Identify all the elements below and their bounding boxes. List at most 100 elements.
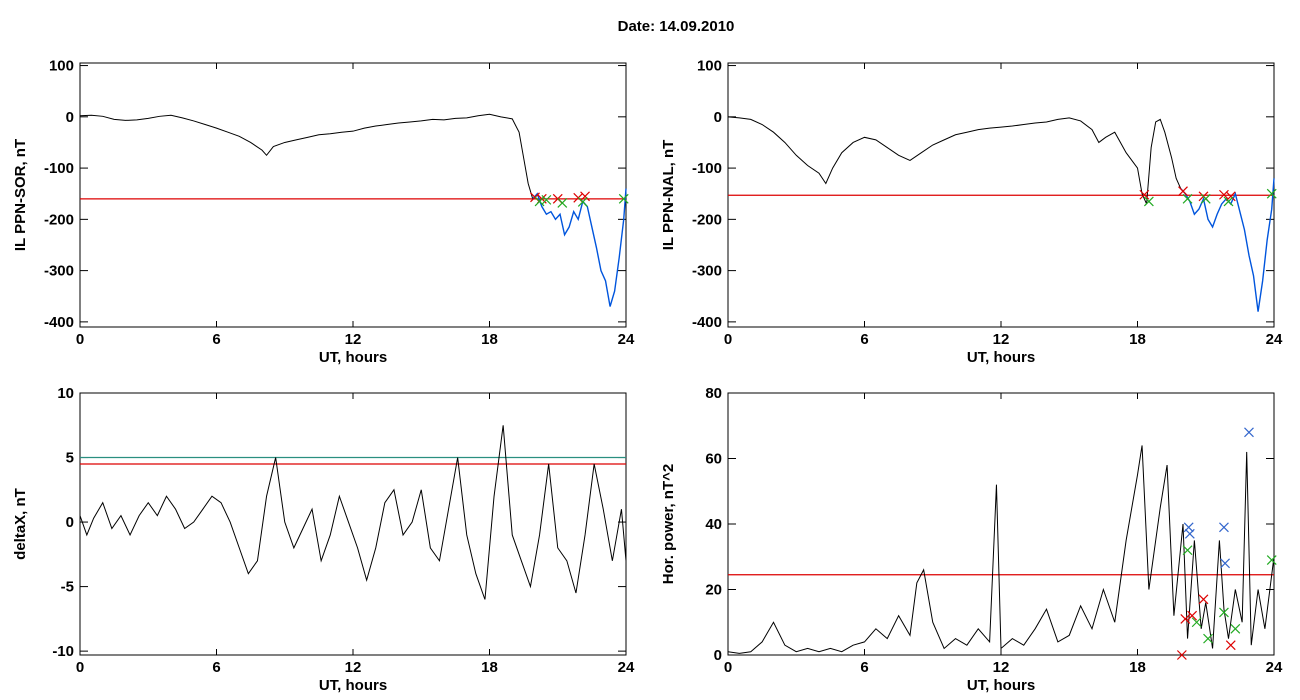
x-axis-label: UT, hours [967, 349, 1035, 366]
marker-x [1223, 196, 1234, 207]
marker-x [1219, 607, 1229, 618]
chart-panel-top-right: 0 6 12 18 24 100 0 -100 -200 -300 -400 UT, hours IL … [660, 58, 1283, 366]
y-tick-label: -200 [692, 211, 722, 228]
marker-stroke [1178, 186, 1188, 197]
marker-stroke [1244, 427, 1254, 438]
marker-stroke [1223, 196, 1234, 207]
y-axis-label: Hor. power, nT^2 [660, 464, 677, 584]
marker-stroke [1139, 189, 1150, 200]
y-tick-label: 0 [66, 514, 74, 531]
marker-x [1182, 545, 1193, 556]
marker-x [580, 191, 590, 202]
marker-stroke [534, 196, 545, 207]
chart-panel-bottom-right: 0 6 12 18 24 80 60 40 20 0 UT, hours Hor. power, nT… [660, 385, 1283, 694]
series-line [79, 425, 627, 600]
y-tick-label: -100 [44, 160, 74, 177]
x-tick-label: 18 [481, 331, 498, 348]
marker-stroke [1219, 607, 1229, 618]
figure-title: Date: 14.09.2010 [617, 18, 735, 35]
marker-stroke [1266, 555, 1277, 565]
y-tick-label: -400 [692, 314, 722, 331]
x-tick-label: 0 [724, 331, 732, 348]
marker-x [1198, 594, 1209, 605]
marker-x [1220, 558, 1231, 569]
x-tick-label: 6 [860, 331, 868, 348]
marker-stroke [1200, 193, 1211, 204]
marker-stroke [577, 196, 588, 207]
marker-x [1225, 640, 1236, 651]
x-axis-label: UT, hours [319, 677, 387, 694]
marker-stroke [1219, 522, 1229, 533]
x-tick-label: 0 [76, 659, 84, 676]
marker-x [1180, 614, 1191, 624]
y-tick-label: -400 [44, 314, 74, 331]
marker-x [1187, 610, 1198, 621]
marker-x [1143, 196, 1154, 207]
y-tick-label: -300 [692, 263, 722, 280]
marker-stroke [1180, 614, 1191, 624]
x-tick-label: 0 [76, 331, 84, 348]
marker-x [1244, 427, 1254, 438]
marker-x [1203, 633, 1213, 644]
marker-stroke [1176, 650, 1187, 660]
marker-stroke [1182, 193, 1193, 204]
marker-x [557, 198, 568, 208]
marker-x [1266, 555, 1277, 565]
marker-stroke [1266, 188, 1277, 199]
marker-stroke [1203, 633, 1213, 644]
chart-panel-top-left: 0 6 12 18 24 100 0 -100 -200 -300 -400 UT, hours IL … [12, 58, 635, 366]
y-axis-label: IL PPN-SOR, nT [12, 139, 29, 251]
x-axis-label: UT, hours [967, 677, 1035, 694]
y-tick-label: -100 [692, 160, 722, 177]
x-tick-label: 6 [860, 659, 868, 676]
y-tick-label: -10 [52, 643, 74, 660]
x-tick-label: 24 [618, 331, 635, 348]
x-tick-label: 6 [212, 659, 220, 676]
y-tick-label: 80 [705, 385, 722, 402]
plot-frame [79, 62, 627, 328]
series-line-highlight [532, 188, 627, 307]
plot-frame [79, 392, 627, 656]
marker-x [1182, 193, 1193, 204]
chart-panel-bottom-left: 0 6 12 18 24 10 5 0 -5 -10 UT, hours deltaX, nT [12, 385, 635, 694]
x-tick-label: 12 [993, 659, 1010, 676]
x-tick-label: 18 [481, 659, 498, 676]
y-tick-label: 100 [49, 58, 74, 75]
marker-x [1200, 193, 1211, 204]
marker-stroke [1191, 617, 1202, 628]
y-axis-label: deltaX, nT [12, 488, 29, 560]
x-tick-label: 24 [618, 659, 635, 676]
y-tick-label: 100 [697, 58, 722, 75]
marker-x [541, 194, 552, 205]
marker-stroke [1143, 196, 1154, 207]
y-tick-label: 40 [705, 516, 722, 533]
marker-x [1230, 623, 1241, 634]
marker-x [1178, 186, 1188, 197]
y-tick-label: 0 [714, 109, 722, 126]
marker-x [577, 196, 588, 207]
x-tick-label: 12 [993, 331, 1010, 348]
marker-stroke [1182, 545, 1193, 556]
marker-x [1184, 528, 1195, 539]
y-tick-label: 5 [66, 450, 74, 467]
marker-x [1183, 522, 1194, 533]
marker-stroke [580, 191, 590, 202]
x-tick-label: 24 [1266, 659, 1283, 676]
series-line [727, 116, 1182, 205]
x-tick-label: 18 [1129, 659, 1146, 676]
y-tick-label: -200 [44, 211, 74, 228]
marker-x [1176, 650, 1187, 660]
marker-stroke [541, 194, 552, 205]
marker-x [1139, 189, 1150, 200]
y-tick-label: 0 [66, 109, 74, 126]
marker-x [1219, 522, 1229, 533]
y-tick-label: -5 [61, 579, 74, 596]
y-tick-label: 20 [705, 582, 722, 599]
marker-stroke [1198, 594, 1209, 605]
x-tick-label: 24 [1266, 331, 1283, 348]
marker-x [1266, 188, 1277, 199]
x-tick-label: 12 [345, 331, 362, 348]
y-axis-label: IL PPN-NAL, nT [660, 140, 677, 251]
marker-stroke [618, 193, 629, 204]
marker-stroke [1225, 191, 1236, 202]
